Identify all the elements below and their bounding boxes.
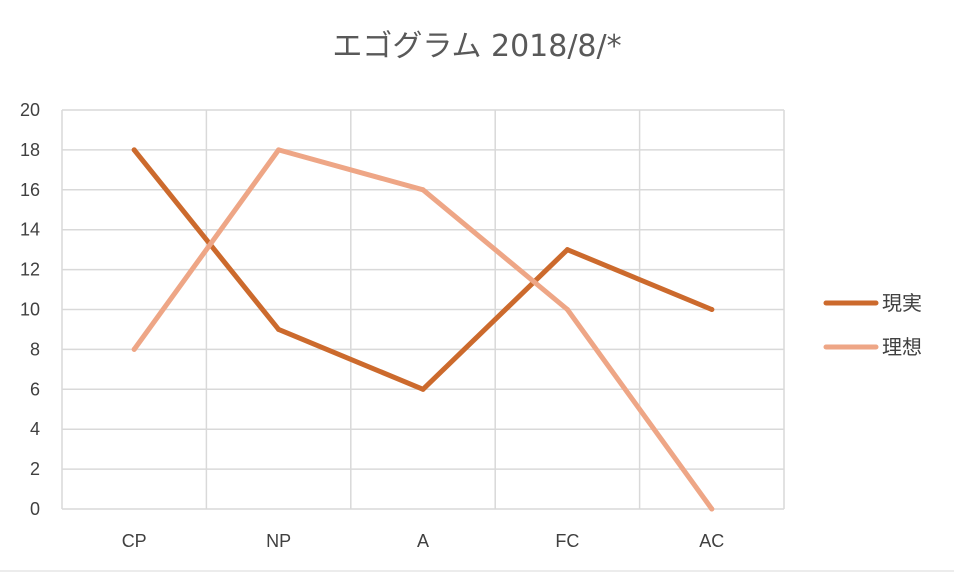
y-tick-label: 10 [20,300,40,320]
y-tick-label: 0 [30,499,40,519]
chart-title: エゴグラム 2018/8/* [332,29,621,64]
data-point [276,326,282,332]
data-point [276,147,282,153]
y-tick-label: 12 [20,260,40,280]
x-axis-ticks: CP NP A FC AC [122,531,725,551]
legend-label: 現実 [882,291,922,315]
y-tick-label: 16 [20,180,40,200]
x-tick-label: A [417,531,429,551]
data-point [709,307,715,312]
x-tick-label: FC [555,531,579,551]
x-tick-label: AC [699,531,724,551]
data-point [564,307,570,312]
data-point [420,187,426,193]
data-point [131,147,137,153]
grid [61,109,785,510]
x-tick-label: CP [122,531,147,551]
y-tick-label: 14 [20,220,40,240]
data-point [564,247,570,253]
y-tick-label: 6 [30,379,40,399]
y-tick-label: 4 [30,419,40,439]
legend-label: 理想 [882,335,922,359]
y-tick-label: 18 [20,140,40,160]
series-line-1 [131,147,715,512]
y-axis-ticks: 0 2 4 6 8 10 12 14 16 18 20 [20,100,40,519]
x-tick-label: NP [266,531,291,551]
data-point [131,346,137,352]
data-point [709,506,715,512]
y-tick-label: 20 [20,100,40,120]
data-point [420,386,426,392]
y-tick-label: 2 [30,459,40,479]
y-tick-label: 8 [30,339,40,359]
series [131,147,715,512]
